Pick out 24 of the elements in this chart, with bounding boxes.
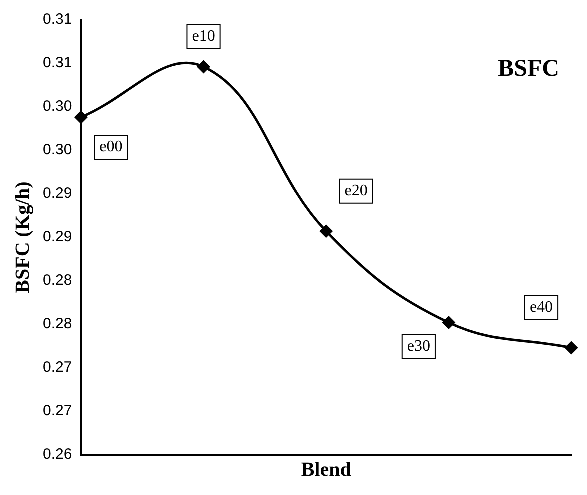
y-tick-label: 0.27 <box>42 402 72 420</box>
point <box>442 316 456 330</box>
x-axis-title: Blend <box>301 459 352 482</box>
point <box>565 342 578 354</box>
x-tick-label: e40 <box>530 299 554 316</box>
x-tick-label: e30 <box>407 338 430 355</box>
y-tick-label: 0.27 <box>42 359 72 376</box>
x-tick-label: e20 <box>344 182 368 200</box>
point <box>74 111 88 124</box>
y-tick-label: 0.29 <box>42 228 72 246</box>
y-tick-label: 0.28 <box>42 272 72 290</box>
x-tick-label: e10 <box>192 28 216 46</box>
y-tick-label: 0.30 <box>42 142 72 159</box>
y-tick-label: 0.31 <box>42 11 72 28</box>
y-tick-label: 0.28 <box>42 316 72 333</box>
y-tick-label: 0.29 <box>42 185 72 202</box>
point <box>320 225 333 238</box>
y-tick-label: 0.31 <box>42 54 72 72</box>
point <box>198 60 210 74</box>
y-tick-label: 0.26 <box>42 446 72 464</box>
y-axis-title: BSFC (Kg/h) <box>12 182 34 294</box>
y-tick-label: 0.30 <box>42 98 72 116</box>
x-tick-label: e00 <box>100 138 123 156</box>
text: BSFC <box>498 56 560 82</box>
